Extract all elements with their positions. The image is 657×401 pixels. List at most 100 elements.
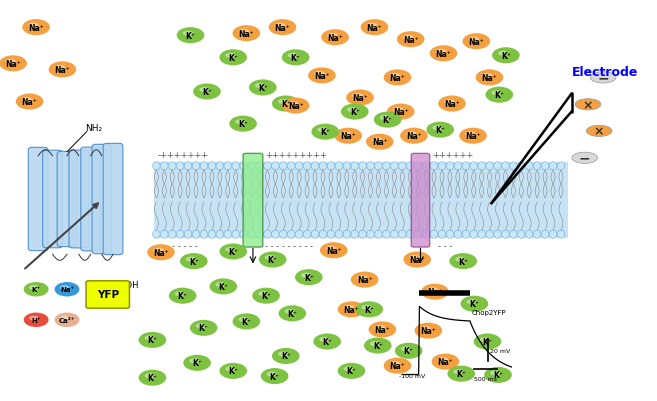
Ellipse shape	[296, 162, 303, 170]
Ellipse shape	[263, 231, 271, 239]
Ellipse shape	[382, 231, 390, 239]
Text: Na⁺: Na⁺	[403, 36, 419, 45]
Ellipse shape	[145, 336, 154, 340]
Ellipse shape	[359, 162, 367, 170]
Ellipse shape	[327, 247, 336, 250]
Ellipse shape	[432, 354, 459, 370]
Ellipse shape	[493, 162, 501, 170]
Ellipse shape	[492, 91, 501, 95]
Ellipse shape	[60, 286, 69, 290]
Text: Na⁺: Na⁺	[374, 325, 390, 334]
Text: Na⁺: Na⁺	[427, 288, 443, 296]
Ellipse shape	[374, 112, 401, 128]
FancyBboxPatch shape	[43, 151, 62, 248]
Ellipse shape	[168, 162, 176, 170]
Ellipse shape	[176, 162, 184, 170]
Ellipse shape	[265, 256, 275, 260]
Ellipse shape	[454, 231, 462, 239]
Text: Na⁺: Na⁺	[275, 24, 290, 32]
Ellipse shape	[341, 104, 369, 120]
Text: Na⁺: Na⁺	[482, 74, 497, 83]
Ellipse shape	[311, 162, 319, 170]
Ellipse shape	[319, 162, 327, 170]
Ellipse shape	[482, 74, 491, 78]
Ellipse shape	[449, 253, 477, 269]
Text: K⁺: K⁺	[373, 341, 383, 350]
Ellipse shape	[320, 338, 329, 341]
Ellipse shape	[463, 34, 490, 50]
Ellipse shape	[484, 367, 512, 383]
Text: K⁺: K⁺	[458, 257, 468, 266]
Ellipse shape	[355, 302, 383, 318]
Text: Na⁺: Na⁺	[420, 326, 436, 335]
Ellipse shape	[518, 231, 525, 239]
Ellipse shape	[338, 363, 365, 379]
Ellipse shape	[575, 99, 601, 111]
FancyBboxPatch shape	[103, 144, 123, 255]
Ellipse shape	[200, 231, 208, 239]
Ellipse shape	[335, 162, 342, 170]
Ellipse shape	[572, 153, 598, 164]
Ellipse shape	[183, 355, 211, 371]
Ellipse shape	[470, 162, 478, 170]
Ellipse shape	[219, 244, 247, 260]
Ellipse shape	[249, 80, 277, 96]
Ellipse shape	[282, 98, 309, 114]
Ellipse shape	[430, 46, 457, 62]
Ellipse shape	[387, 104, 415, 120]
Ellipse shape	[466, 132, 475, 136]
Ellipse shape	[403, 36, 413, 40]
Text: K⁺: K⁺	[228, 54, 238, 63]
Ellipse shape	[348, 108, 357, 112]
Ellipse shape	[454, 370, 463, 374]
Ellipse shape	[160, 162, 168, 170]
Text: Na⁺: Na⁺	[344, 305, 359, 314]
Ellipse shape	[446, 162, 454, 170]
Text: K⁺: K⁺	[241, 317, 252, 326]
Ellipse shape	[459, 128, 487, 144]
Ellipse shape	[22, 20, 50, 36]
Ellipse shape	[478, 231, 486, 239]
Ellipse shape	[526, 231, 533, 239]
Ellipse shape	[139, 370, 166, 386]
Ellipse shape	[16, 94, 43, 110]
Text: NH₂: NH₂	[85, 124, 102, 133]
Ellipse shape	[271, 231, 279, 239]
Ellipse shape	[426, 122, 454, 138]
Ellipse shape	[422, 162, 430, 170]
Text: Na⁺: Na⁺	[372, 138, 388, 147]
Ellipse shape	[279, 352, 288, 356]
Ellipse shape	[557, 162, 565, 170]
Ellipse shape	[470, 231, 478, 239]
Ellipse shape	[318, 128, 327, 132]
Ellipse shape	[454, 162, 462, 170]
Ellipse shape	[399, 162, 406, 170]
Ellipse shape	[474, 334, 501, 350]
FancyBboxPatch shape	[28, 148, 48, 251]
Ellipse shape	[399, 231, 406, 239]
Ellipse shape	[183, 32, 193, 36]
Text: Na⁺: Na⁺	[288, 102, 304, 111]
Ellipse shape	[502, 231, 509, 239]
Ellipse shape	[502, 162, 509, 170]
Ellipse shape	[319, 231, 327, 239]
FancyBboxPatch shape	[154, 162, 568, 239]
Ellipse shape	[390, 231, 398, 239]
Ellipse shape	[216, 162, 223, 170]
Text: K⁺: K⁺	[281, 100, 291, 109]
Ellipse shape	[395, 343, 422, 359]
Text: Na⁺: Na⁺	[327, 34, 343, 43]
Ellipse shape	[327, 231, 334, 239]
Text: K⁺: K⁺	[382, 116, 393, 125]
Ellipse shape	[390, 362, 399, 366]
Ellipse shape	[168, 231, 176, 239]
Ellipse shape	[271, 162, 279, 170]
Ellipse shape	[469, 38, 478, 42]
Ellipse shape	[193, 162, 200, 170]
Ellipse shape	[361, 20, 388, 36]
Ellipse shape	[541, 162, 549, 170]
Ellipse shape	[407, 132, 416, 136]
Ellipse shape	[308, 68, 336, 84]
Text: Na⁺: Na⁺	[367, 24, 382, 32]
Ellipse shape	[288, 231, 295, 239]
